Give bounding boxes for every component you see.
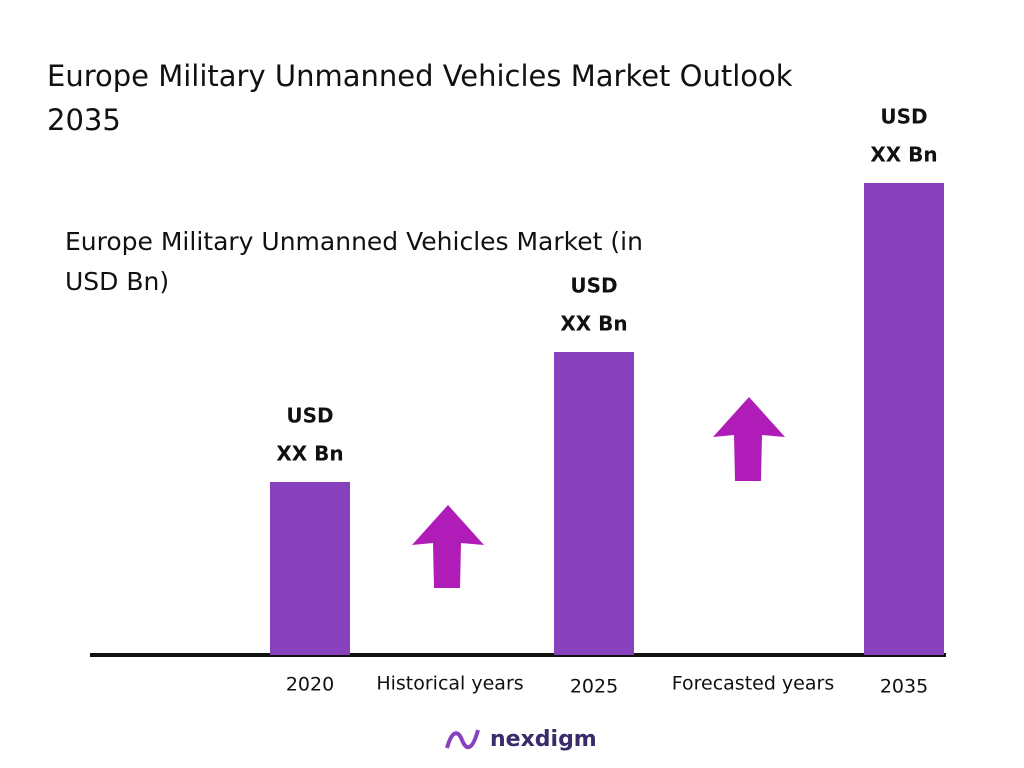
period-label: Forecasted years [672,673,834,695]
value-label: USD [286,404,333,428]
bar [554,352,634,655]
x-tick-label: 2020 [286,674,334,696]
arrow [713,397,785,481]
chart-subtitle: USD Bn) [65,267,169,296]
x-tick-label: 2025 [570,676,618,698]
value-label: XX Bn [560,312,627,336]
value-label: USD [570,274,617,298]
value-label: USD [880,105,927,129]
x-tick-label: 2035 [880,676,928,698]
logo: nexdigm [445,727,597,752]
value-label: XX Bn [276,442,343,466]
chart-title: 2035 [47,103,121,137]
period-label: Historical years [376,673,523,695]
chart-subtitle: Europe Military Unmanned Vehicles Market… [65,227,643,256]
arrow [412,505,484,588]
value-label: XX Bn [870,143,937,167]
bar [270,482,350,655]
logo-text: nexdigm [490,727,597,752]
logo-mark [445,729,480,750]
bar [864,183,944,655]
chart-title: Europe Military Unmanned Vehicles Market… [47,59,793,93]
